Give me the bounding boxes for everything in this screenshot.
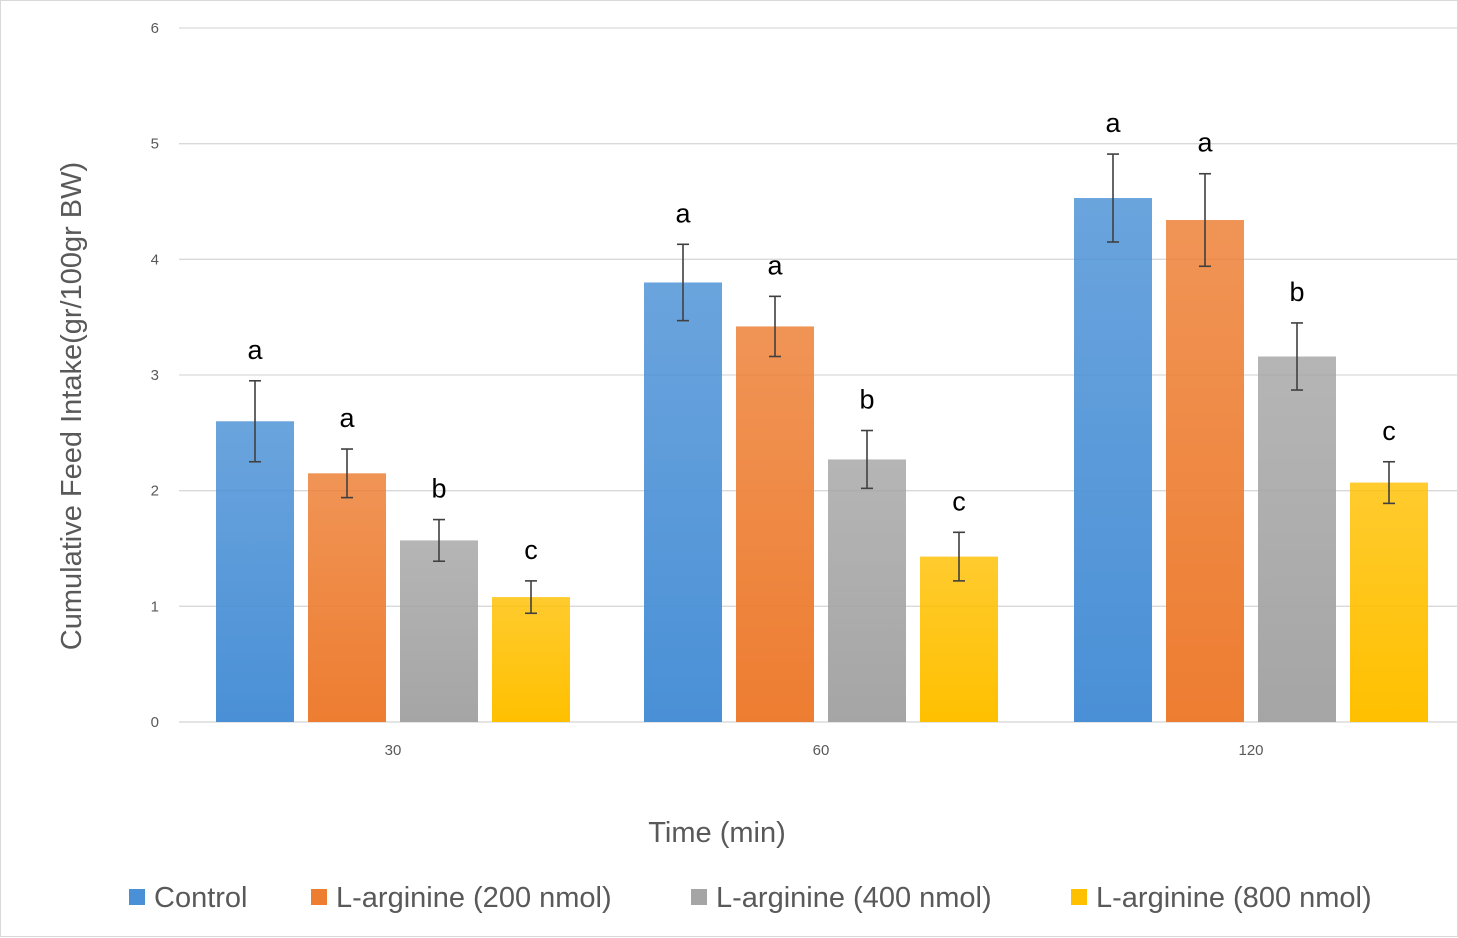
legend-label: L-arginine (400 nmol) [716, 882, 992, 914]
significance-label: c [1382, 416, 1396, 446]
bar-group-120: a a b c [1074, 108, 1428, 723]
error-bar [249, 379, 261, 463]
bar-group-30: a a b c [216, 335, 570, 722]
bar-60-series-0 [644, 282, 722, 722]
bar-120-series-0 [1074, 198, 1152, 722]
y-axis-title: Cumulative Feed Intake(gr/100gr BW) [56, 162, 88, 650]
significance-label: a [675, 198, 691, 228]
significance-label: a [1197, 128, 1213, 158]
legend-label: Control [154, 882, 248, 914]
legend-item: L-arginine (400 nmol) [691, 882, 992, 914]
bar-120-series-3 [1350, 482, 1428, 722]
error-bar [861, 429, 873, 490]
legend-item: L-arginine (200 nmol) [311, 882, 612, 914]
y-tick-label: 0 [151, 714, 159, 731]
bar-group-60: a a b c [644, 198, 998, 722]
bar-30-series-3 [492, 597, 570, 722]
error-bar [341, 448, 353, 499]
y-tick-label: 4 [151, 251, 159, 268]
bar-120-series-2 [1258, 356, 1336, 722]
y-axis-ticks: 0 1 2 3 4 5 6 [151, 20, 159, 731]
bar-30-series-1 [308, 473, 386, 722]
legend-swatch [691, 889, 707, 905]
error-bar [953, 531, 965, 582]
error-bar [433, 518, 445, 563]
legend-swatch [1071, 889, 1087, 905]
legend-label: L-arginine (800 nmol) [1096, 882, 1372, 914]
error-bar [1383, 460, 1395, 505]
bar-120-series-1 [1166, 220, 1244, 723]
error-bar [1199, 172, 1211, 268]
legend: Control L-arginine (200 nmol) L-arginine (… [129, 882, 1372, 914]
error-bar [525, 580, 537, 615]
error-bar [1291, 322, 1303, 391]
significance-label: b [1289, 277, 1304, 307]
y-tick-label: 5 [151, 136, 159, 153]
bar-60-series-3 [920, 556, 998, 722]
y-tick-label: 6 [151, 20, 159, 37]
significance-label: b [859, 385, 874, 415]
legend-swatch [311, 889, 327, 905]
legend-item: L-arginine (800 nmol) [1071, 882, 1372, 914]
bar-30-series-0 [216, 421, 294, 722]
significance-label: c [524, 535, 538, 565]
bar-30-series-2 [400, 540, 478, 722]
x-axis-ticks: 30 60 120 [385, 742, 1264, 759]
x-tick-label: 30 [385, 742, 402, 759]
significance-label: b [431, 474, 446, 504]
y-tick-label: 3 [151, 367, 159, 384]
error-bar [769, 295, 781, 358]
bar-60-series-2 [828, 459, 906, 722]
legend-label: L-arginine (200 nmol) [336, 882, 612, 914]
x-axis-title: Time (min) [648, 817, 785, 849]
x-tick-label: 120 [1238, 742, 1263, 759]
bars: a a b c a a b c a a b c [216, 108, 1428, 723]
significance-label: a [767, 250, 783, 280]
x-tick-label: 60 [813, 742, 830, 759]
significance-label: a [247, 335, 263, 365]
error-bar [1107, 153, 1119, 243]
significance-label: a [1105, 108, 1121, 138]
y-tick-label: 1 [151, 598, 159, 615]
bar-60-series-1 [736, 326, 814, 722]
gridlines [179, 27, 1457, 723]
legend-swatch [129, 889, 145, 905]
y-tick-label: 2 [151, 483, 159, 500]
legend-item: Control [129, 882, 248, 914]
error-bar [677, 243, 689, 322]
significance-label: c [952, 486, 966, 516]
significance-label: a [339, 403, 355, 433]
